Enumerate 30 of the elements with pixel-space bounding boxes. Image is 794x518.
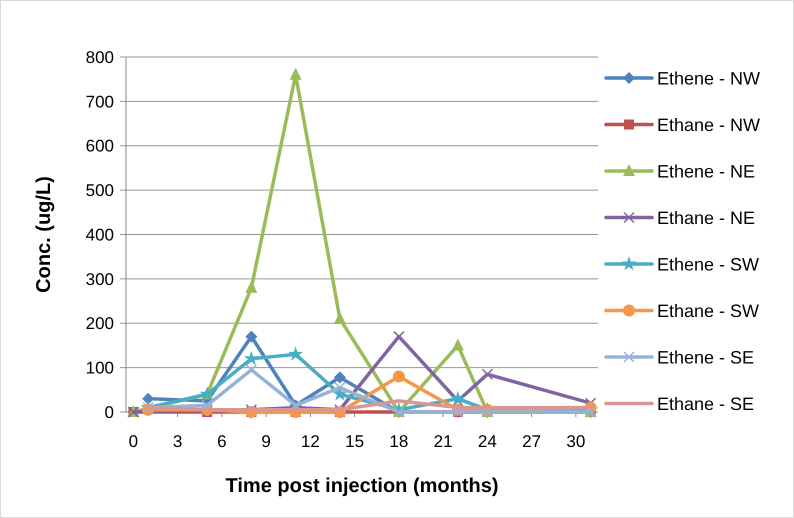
y-tick-label: 400 <box>86 225 114 244</box>
y-axis-title: Conc. (ug/L) <box>33 176 55 293</box>
legend-label: Ethene - SW <box>657 254 760 274</box>
x-tick-label: 18 <box>389 432 408 451</box>
legend-label: Ethane - SE <box>657 394 754 414</box>
legend-label: Ethene - SE <box>657 347 754 368</box>
legend-label: Ethane - SW <box>657 300 760 321</box>
x-tick-label: 3 <box>172 432 182 451</box>
y-tick-label: 700 <box>86 92 114 112</box>
y-tick-label: 300 <box>86 270 114 289</box>
y-tick-label: 800 <box>86 48 114 67</box>
legend-label: Ethane - NW <box>657 114 760 135</box>
x-tick-label: 15 <box>345 432 364 451</box>
x-tick-label: 0 <box>128 432 138 451</box>
x-tick-label: 24 <box>478 432 497 451</box>
x-tick-label: 12 <box>300 432 320 451</box>
legend-label: Ethene - NE <box>657 161 756 182</box>
x-tick-label: 6 <box>217 432 227 451</box>
legend-label: Ethene - NW <box>657 68 760 88</box>
x-tick-label: 30 <box>566 432 586 451</box>
y-tick-label: 200 <box>86 314 114 334</box>
x-tick-label: 27 <box>522 432 542 451</box>
x-tick-label: 9 <box>261 432 271 451</box>
x-tick-label: 21 <box>434 432 453 451</box>
y-tick-label: 100 <box>86 358 114 378</box>
x-axis-title: Time post injection (months) <box>226 475 498 497</box>
y-tick-label: 500 <box>86 181 114 200</box>
y-tick-label: 600 <box>86 136 114 156</box>
y-tick-label: 0 <box>104 402 114 422</box>
legend-label: Ethane - NE <box>657 208 756 228</box>
